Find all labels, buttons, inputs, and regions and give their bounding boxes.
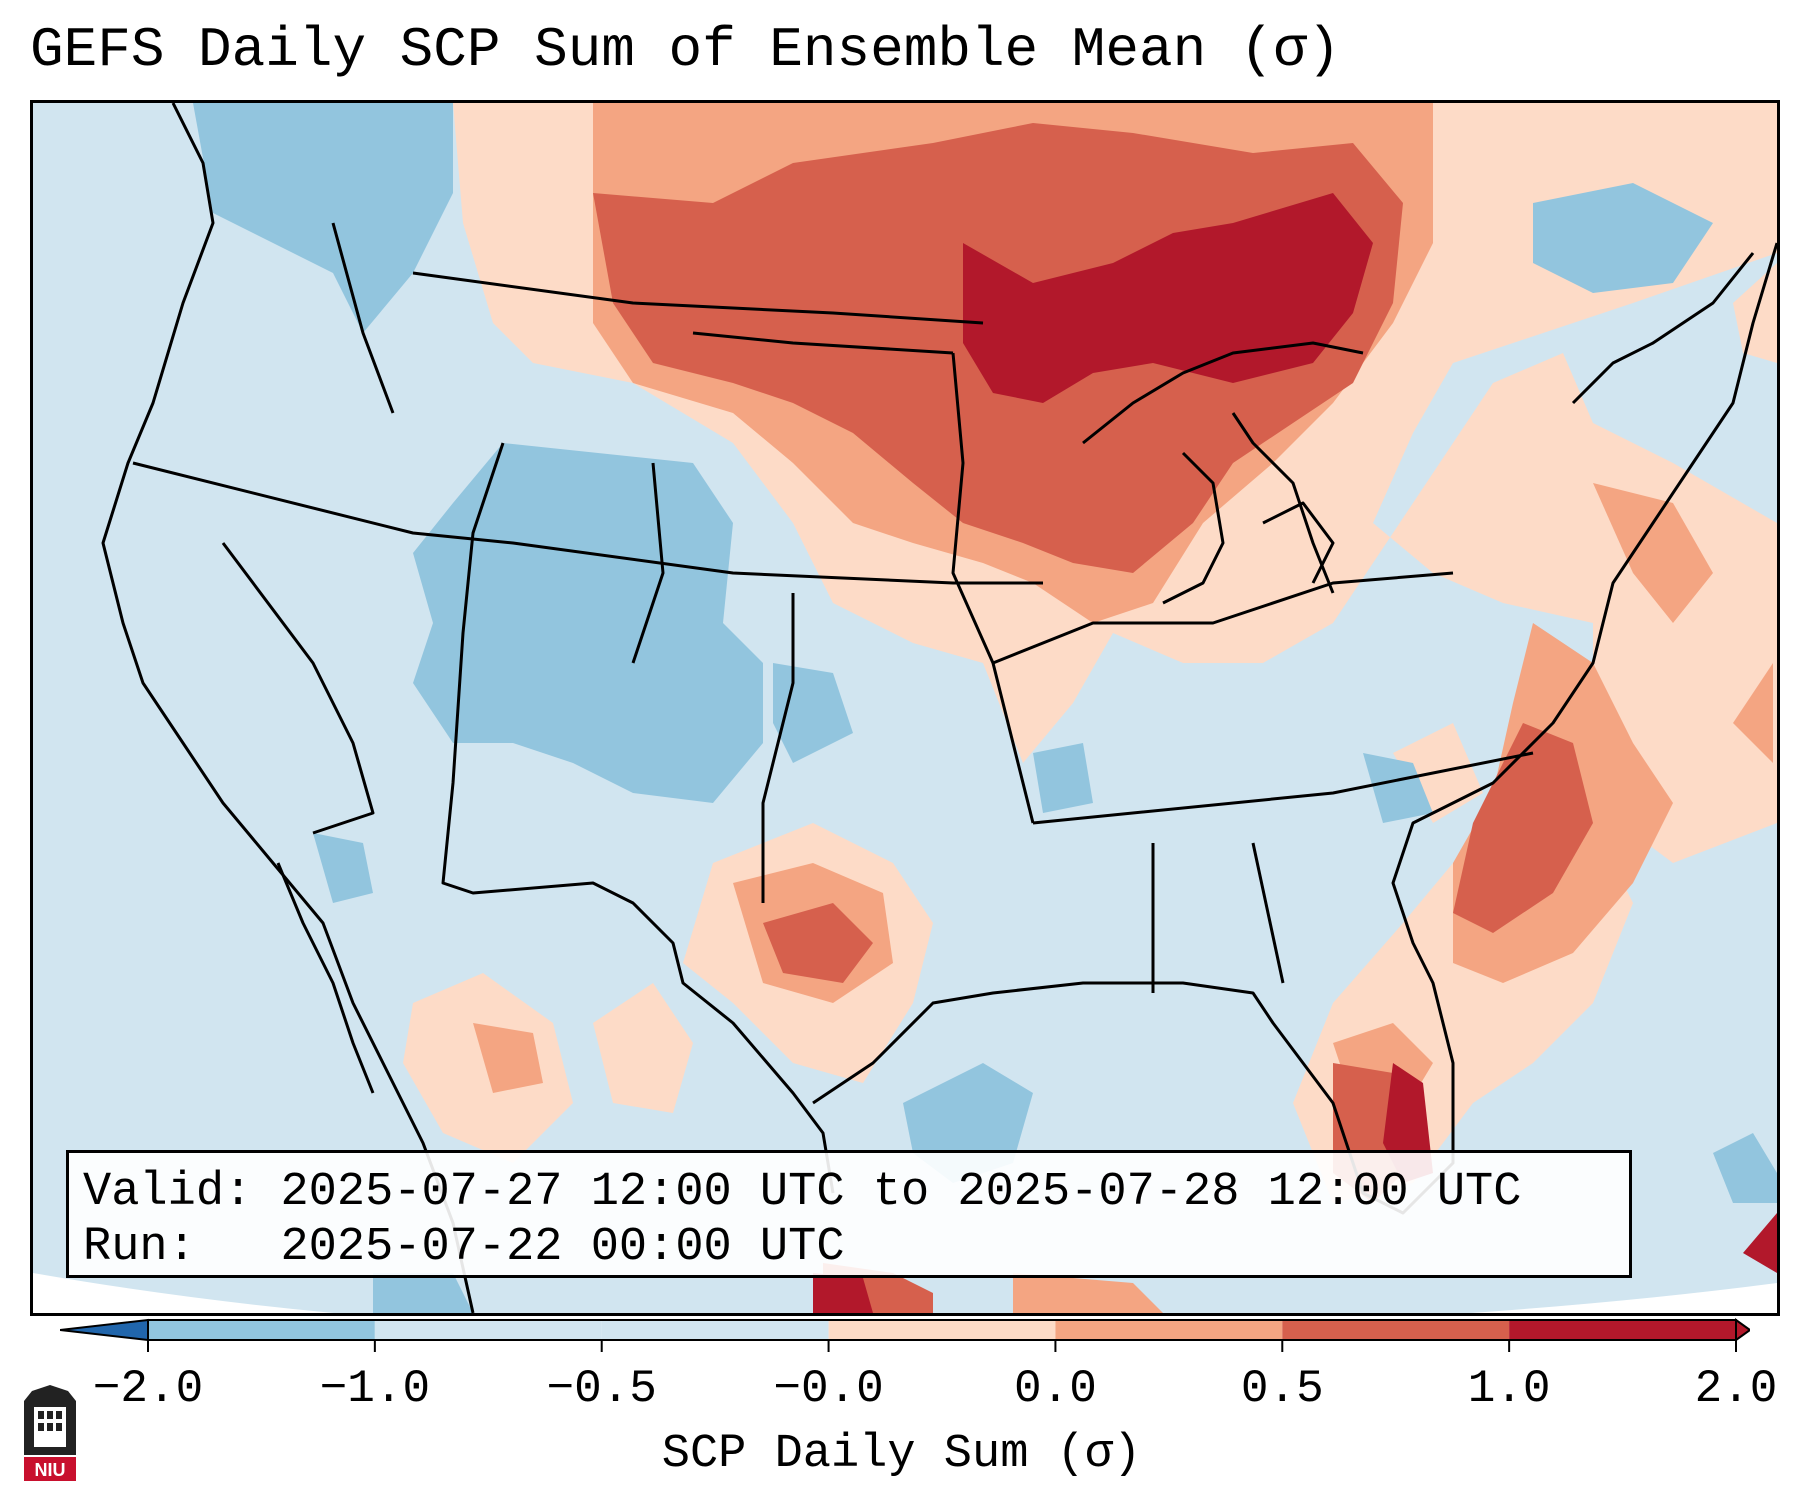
- validity-info-box: Valid: 2025-07-27 12:00 UTC to 2025-07-2…: [66, 1150, 1632, 1278]
- colorbar-extend-low: [60, 1318, 149, 1342]
- valid-value: 2025-07-27 12:00 UTC to 2025-07-28 12:00…: [280, 1166, 1522, 1219]
- colorbar-label: SCP Daily Sum (σ): [661, 1428, 1142, 1481]
- anomaly-negative: [193, 103, 1777, 1313]
- valid-line: Valid: 2025-07-27 12:00 UTC to 2025-07-2…: [83, 1165, 1629, 1220]
- colorbar-segment: [148, 1320, 375, 1340]
- colorbar-segment: [828, 1320, 1056, 1340]
- colorbar-tick-label: 0.0: [1014, 1363, 1097, 1415]
- colorbar-segments: [147, 1319, 1737, 1341]
- map-title: GEFS Daily SCP Sum of Ensemble Mean (σ): [30, 18, 1341, 82]
- colorbar: [60, 1318, 1750, 1352]
- niu-badge-text: NIU: [35, 1460, 66, 1480]
- niu-logo: NIU: [24, 1385, 76, 1481]
- colorbar-tick-label: −2.0: [92, 1363, 204, 1415]
- colorbar-segment: [374, 1320, 602, 1340]
- colorbar-tick-label: −1.0: [319, 1363, 431, 1415]
- colorbar-segment: [1282, 1320, 1510, 1340]
- colorbar-segment: [1509, 1320, 1736, 1340]
- run-label: Run:: [83, 1221, 196, 1274]
- run-line: Run: 2025-07-22 00:00 UTC: [83, 1220, 1629, 1275]
- colorbar-tick-label: 0.5: [1240, 1363, 1324, 1415]
- map-panel[interactable]: [30, 100, 1780, 1316]
- colorbar-extend-high: [1735, 1318, 1750, 1342]
- niu-badge: [24, 1457, 76, 1481]
- colorbar-segment: [1055, 1320, 1283, 1340]
- run-value: 2025-07-22 00:00 UTC: [280, 1221, 845, 1274]
- colorbar-ticks: [147, 1340, 1737, 1352]
- coastlines-and-borders: [101, 103, 1777, 1313]
- colorbar-tick-label: 2.0: [1694, 1363, 1778, 1415]
- colorbar-tick-label: −0.0: [773, 1363, 884, 1415]
- colorbar-tick-label: 1.0: [1467, 1363, 1551, 1415]
- colorbar-tick-label: −0.5: [546, 1363, 657, 1415]
- colorbar-segment: [601, 1320, 829, 1340]
- projection-edge: [33, 1273, 1777, 1313]
- valid-label: Valid:: [83, 1166, 253, 1219]
- map-canvas: [33, 103, 1777, 1313]
